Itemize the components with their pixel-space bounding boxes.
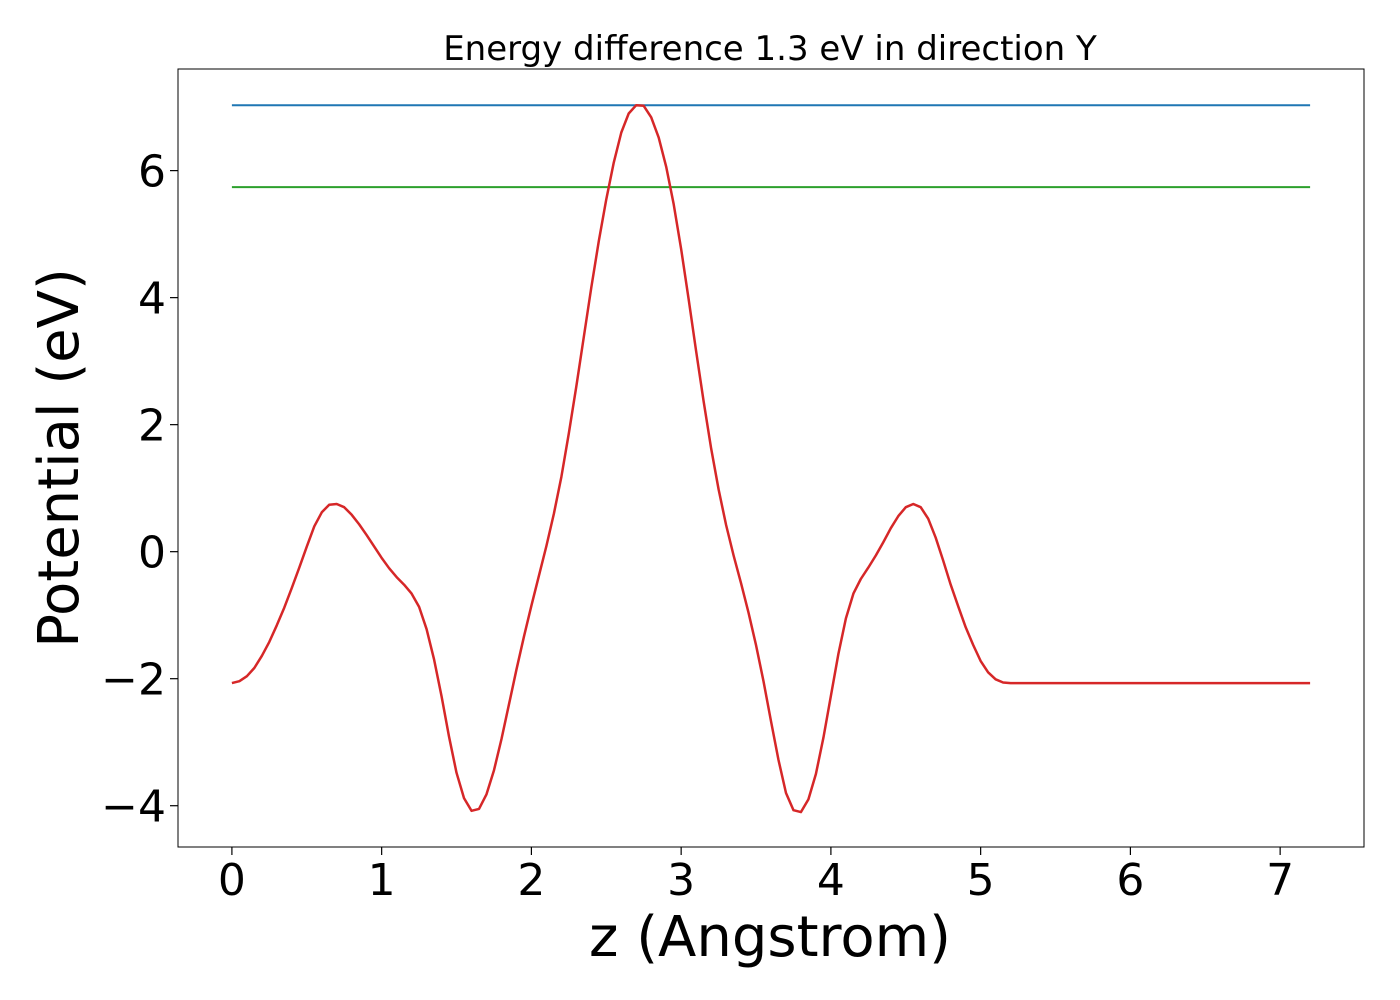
plot-marks <box>231 103 1311 814</box>
y-tick-label: −4 <box>101 782 166 833</box>
y-tick-label: 2 <box>138 401 166 452</box>
x-tick-label: 5 <box>967 855 995 906</box>
x-tick-label: 7 <box>1266 855 1294 906</box>
x-tick-label: 3 <box>667 855 695 906</box>
x-tick-label: 2 <box>517 855 545 906</box>
x-axis-label: z (Angstrom) <box>589 905 951 970</box>
chart-title: Energy difference 1.3 eV in direction Y <box>443 29 1097 69</box>
x-axis-ticks: 0 1 2 3 4 5 6 7 <box>218 847 1294 906</box>
x-tick-label: 4 <box>817 855 845 906</box>
y-axis-label: Potential (eV) <box>27 268 92 648</box>
x-tick-label: 6 <box>1116 855 1144 906</box>
y-tick-label: 6 <box>138 147 166 198</box>
y-tick-label: −2 <box>101 655 166 706</box>
y-axis-ticks: −4 −2 0 2 4 6 <box>101 147 178 833</box>
plot-frame <box>177 68 1365 848</box>
potential-curve-line <box>231 103 1311 814</box>
x-tick-label: 1 <box>368 855 396 906</box>
y-tick-label: 4 <box>138 274 166 325</box>
y-tick-label: 0 <box>138 528 166 579</box>
x-tick-label: 0 <box>218 855 246 906</box>
